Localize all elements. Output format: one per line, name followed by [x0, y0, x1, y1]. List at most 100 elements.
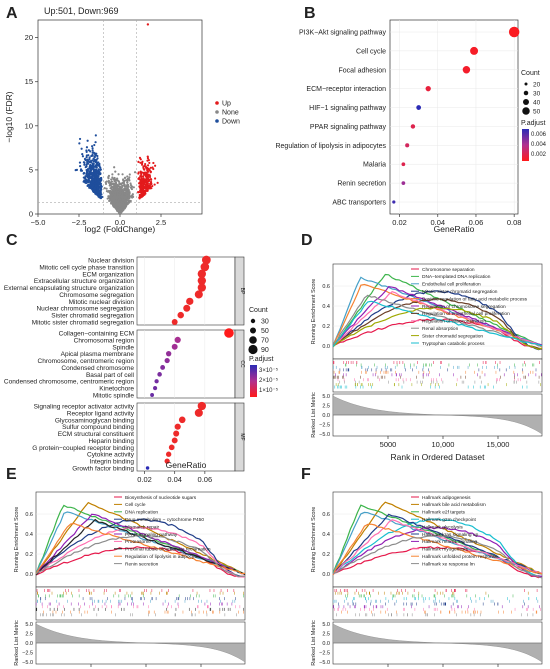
legend-label: Renin secretion — [125, 561, 159, 567]
point-down — [86, 181, 90, 184]
x-tick-label: 5000 — [380, 440, 397, 449]
point-none — [124, 189, 127, 192]
es-curve — [332, 291, 543, 347]
hit-markers — [35, 589, 244, 617]
legend-label: Regulation of chromosome segregation — [422, 304, 506, 310]
point-none — [112, 197, 115, 201]
point-none — [117, 173, 120, 176]
point-none — [123, 197, 127, 200]
point-down — [94, 175, 97, 178]
point-up — [144, 171, 148, 174]
point-none — [116, 195, 120, 198]
dot — [165, 350, 172, 357]
y2-tick-label: 2.5 — [322, 632, 330, 638]
dot — [194, 408, 203, 417]
color-legend-label: 3×10⁻⁵ — [259, 367, 279, 374]
term-label: Extracellular structure organization — [34, 278, 134, 285]
point-down — [91, 151, 94, 154]
point-down — [98, 185, 101, 188]
point-none — [112, 201, 115, 204]
y-tick-label: 15 — [25, 77, 33, 86]
facet-strip — [234, 256, 245, 326]
es-curve — [35, 526, 246, 578]
point-down — [83, 157, 87, 161]
point-down — [86, 162, 89, 165]
point-up — [154, 177, 157, 180]
point-none — [113, 186, 116, 189]
dot — [224, 328, 234, 338]
point-down — [92, 184, 95, 187]
point-none — [118, 182, 121, 185]
legend-label: Mismatch repair — [125, 524, 160, 530]
point-down — [97, 182, 100, 185]
point-none — [109, 183, 112, 186]
size-legend-label: 50 — [261, 328, 269, 335]
x-tick-label: 0.04 — [430, 218, 445, 227]
legend-label-none: None — [222, 110, 239, 117]
legend-label: Hallmark glycolysis — [422, 524, 463, 530]
category-label: Renin secretion — [337, 181, 386, 188]
y2-tick-label: −5.0 — [319, 660, 330, 666]
point-up — [146, 159, 149, 162]
size-legend-label: 70 — [261, 338, 269, 345]
panel-label-c: C — [6, 232, 18, 249]
point-none — [130, 186, 133, 190]
category-label: ABC transporters — [332, 200, 386, 207]
point-down — [78, 161, 82, 164]
es-curve — [35, 534, 246, 578]
es-curve — [332, 294, 542, 347]
category-label: HIF−1 signaling pathway — [309, 105, 386, 112]
point-none — [110, 178, 113, 181]
point-up — [144, 189, 148, 193]
point-none — [113, 190, 116, 194]
point-down — [81, 155, 85, 158]
y-tick-label: 5 — [29, 165, 33, 174]
point-down — [90, 185, 94, 189]
category-label: Focal adhesion — [339, 67, 387, 74]
legend-label: PPAR signaling pathway — [125, 532, 178, 538]
point-down — [83, 179, 86, 182]
point-up — [141, 160, 144, 163]
legend-label: Cell cycle — [125, 502, 146, 508]
point-down — [97, 174, 100, 178]
legend-label: Hallmark kras signaling up — [422, 532, 479, 538]
point-none — [122, 178, 125, 181]
point-down — [93, 152, 97, 155]
point-down — [98, 162, 101, 166]
x-tick-label: 15,000 — [487, 440, 510, 449]
dot — [177, 311, 184, 319]
point-up — [143, 193, 146, 196]
es-curves — [332, 273, 543, 351]
dot — [160, 365, 166, 370]
point-none — [125, 195, 128, 198]
dot — [410, 124, 416, 129]
term-label: Collagen−containing ECM — [59, 331, 134, 338]
point-down — [85, 149, 88, 152]
point-none — [113, 166, 116, 169]
point-down — [88, 173, 92, 176]
point-down — [88, 177, 91, 180]
point-down — [82, 171, 86, 175]
dot — [154, 379, 159, 384]
y2-tick-label: −5.0 — [319, 432, 330, 438]
point-none — [116, 179, 119, 182]
point-up — [146, 186, 150, 189]
point-up — [152, 161, 155, 165]
point-up — [156, 181, 159, 184]
point-down — [86, 179, 90, 182]
point-up — [146, 155, 149, 158]
point-none — [116, 188, 120, 191]
size-legend-label: 30 — [533, 91, 541, 98]
point-none — [125, 204, 128, 207]
point-none — [114, 170, 117, 173]
hits-frame — [332, 586, 543, 621]
point-up — [140, 195, 144, 198]
dot — [157, 372, 162, 377]
dot — [171, 437, 178, 444]
facet-strip-label: CC — [239, 360, 245, 368]
point-none — [107, 174, 111, 178]
point-down — [78, 137, 82, 141]
point-down — [90, 180, 93, 183]
